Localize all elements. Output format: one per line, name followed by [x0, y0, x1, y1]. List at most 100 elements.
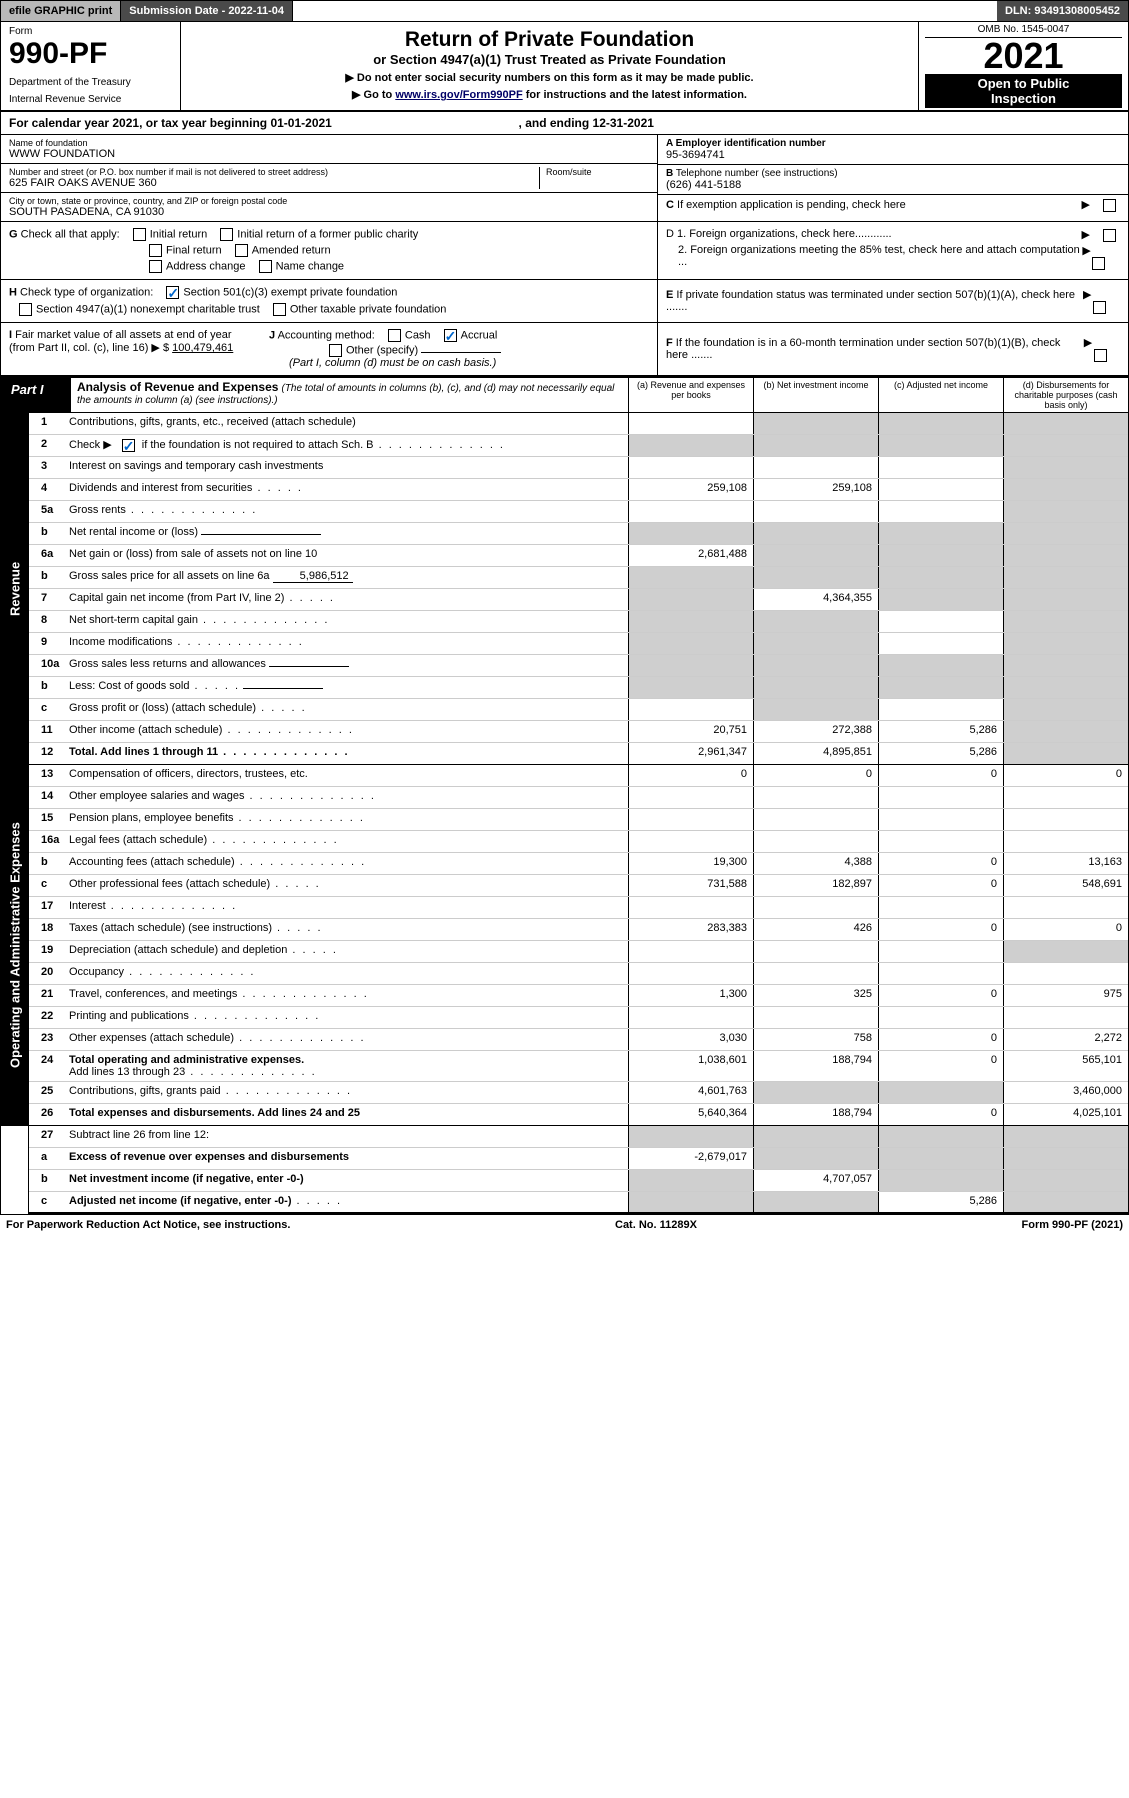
form-label: Form: [9, 26, 172, 37]
city-row: City or town, state or province, country…: [1, 193, 657, 221]
submission-date: Submission Date - 2022-11-04: [121, 1, 293, 21]
open-pub-1: Open to Public: [929, 76, 1118, 91]
g-address-cb[interactable]: [149, 260, 162, 273]
c-text: C If exemption application is pending, c…: [666, 199, 906, 211]
irs-link[interactable]: www.irs.gov/Form990PF: [395, 89, 522, 101]
d1-text: D 1. Foreign organizations, check here..…: [666, 228, 892, 242]
expenses-sidelabel: Operating and Administrative Expenses: [1, 765, 29, 1126]
ein: 95-3694741: [666, 149, 1120, 161]
g-amended-cb[interactable]: [235, 244, 248, 257]
form-note2: ▶ Go to www.irs.gov/Form990PF for instru…: [201, 88, 898, 101]
j-cash-cb[interactable]: [388, 329, 401, 342]
line-24: 24Total operating and administrative exp…: [29, 1051, 1128, 1082]
line-10a: 10aGross sales less returns and allowanc…: [29, 655, 1128, 677]
form-header: Form 990-PF Department of the Treasury I…: [1, 22, 1128, 112]
note2-post: for instructions and the latest informat…: [523, 89, 747, 101]
c-checkbox[interactable]: [1103, 199, 1116, 212]
j-note: (Part I, column (d) must be on cash basi…: [289, 357, 649, 369]
line-20: 20Occupancy: [29, 963, 1128, 985]
header-mid: Return of Private Foundation or Section …: [181, 22, 918, 110]
footer: For Paperwork Reduction Act Notice, see …: [0, 1215, 1129, 1235]
j-other: Other (specify): [346, 345, 418, 357]
form-title: Return of Private Foundation: [201, 28, 898, 52]
line-10b: bLess: Cost of goods sold: [29, 677, 1128, 699]
street-row: Number and street (or P.O. box number if…: [1, 164, 657, 193]
line-26: 26Total expenses and disbursements. Add …: [29, 1104, 1128, 1126]
bottom-section: 27Subtract line 26 from line 12: aExcess…: [1, 1126, 1128, 1214]
ein-row: A Employer identification number 95-3694…: [658, 135, 1128, 165]
i-j-f-row: I Fair market value of all assets at end…: [1, 323, 1128, 377]
line-5a: 5aGross rents: [29, 501, 1128, 523]
footer-mid: Cat. No. 11289X: [615, 1219, 697, 1231]
f-col: F If the foundation is in a 60-month ter…: [658, 323, 1128, 375]
part-label: Part I: [1, 378, 71, 412]
d1-cb[interactable]: [1103, 229, 1116, 242]
g-initial-cb[interactable]: [133, 228, 146, 241]
g-row3: Address change Name change: [139, 260, 649, 273]
d2-row: 2. Foreign organizations meeting the 85%…: [666, 244, 1120, 270]
calyear-end: 12-31-2021: [593, 116, 654, 130]
line-27a: aExcess of revenue over expenses and dis…: [29, 1148, 1128, 1170]
g-row2: Final return Amended return: [139, 244, 649, 257]
line-16a: 16aLegal fees (attach schedule): [29, 831, 1128, 853]
expenses-section: Operating and Administrative Expenses 13…: [1, 765, 1128, 1126]
h-other-cb[interactable]: [273, 303, 286, 316]
line-16b: bAccounting fees (attach schedule)19,300…: [29, 853, 1128, 875]
topbar-spacer: [293, 1, 997, 21]
j-other-cb[interactable]: [329, 344, 342, 357]
j-accrual-cb[interactable]: [444, 329, 457, 342]
e-cb[interactable]: [1093, 301, 1106, 314]
line-11: 11Other income (attach schedule)20,75127…: [29, 721, 1128, 743]
c-row: C If exemption application is pending, c…: [658, 195, 1128, 215]
line-8: 8Net short-term capital gain: [29, 611, 1128, 633]
calyear-begin: 01-01-2021: [270, 116, 331, 130]
line-27c: cAdjusted net income (if negative, enter…: [29, 1192, 1128, 1214]
i-block: I Fair market value of all assets at end…: [9, 329, 259, 369]
line-4: 4Dividends and interest from securities2…: [29, 479, 1128, 501]
id-left: Name of foundation WWW FOUNDATION Number…: [1, 135, 658, 221]
line-19: 19Depreciation (attach schedule) and dep…: [29, 941, 1128, 963]
open-pub-2: Inspection: [929, 91, 1118, 106]
note2-pre: ▶ Go to: [352, 89, 395, 101]
form-container: efile GRAPHIC print Submission Date - 20…: [0, 0, 1129, 1215]
d2-cb[interactable]: [1092, 257, 1105, 270]
foundation-name: WWW FOUNDATION: [9, 148, 649, 160]
g-h-col: G Check all that apply: Initial return I…: [1, 222, 658, 279]
h-4947-cb[interactable]: [19, 303, 32, 316]
topbar: efile GRAPHIC print Submission Date - 20…: [1, 1, 1128, 22]
g-final-cb[interactable]: [149, 244, 162, 257]
street: 625 FAIR OAKS AVENUE 360: [9, 177, 539, 189]
line-5b: bNet rental income or (loss): [29, 523, 1128, 545]
line-1: 1Contributions, gifts, grants, etc., rec…: [29, 413, 1128, 435]
h-row2: Section 4947(a)(1) nonexempt charitable …: [9, 303, 649, 316]
g-initial-former-cb[interactable]: [220, 228, 233, 241]
schb-cb[interactable]: [122, 439, 135, 452]
g-name-cb[interactable]: [259, 260, 272, 273]
d-col: D 1. Foreign organizations, check here..…: [658, 222, 1128, 279]
f-text: F If the foundation is in a 60-month ter…: [666, 337, 1084, 361]
line-6b: bGross sales price for all assets on lin…: [29, 567, 1128, 589]
line-16c: cOther professional fees (attach schedul…: [29, 875, 1128, 897]
g-h-d-e-row: G Check all that apply: Initial return I…: [1, 222, 1128, 280]
revenue-section: Revenue 1Contributions, gifts, grants, e…: [1, 413, 1128, 765]
g-row: G Check all that apply: Initial return I…: [9, 228, 649, 241]
line-23: 23Other expenses (attach schedule)3,0307…: [29, 1029, 1128, 1051]
line-15: 15Pension plans, employee benefits: [29, 809, 1128, 831]
i-j-col: I Fair market value of all assets at end…: [1, 323, 658, 375]
line-25: 25Contributions, gifts, grants paid4,601…: [29, 1082, 1128, 1104]
line-14: 14Other employee salaries and wages: [29, 787, 1128, 809]
part-title-wrap: Analysis of Revenue and Expenses (The to…: [71, 378, 628, 412]
e-text: E If private foundation status was termi…: [666, 289, 1083, 313]
tax-year: 2021: [925, 38, 1122, 74]
ein-label: A Employer identification number: [666, 138, 1120, 149]
h-501c3-cb[interactable]: [166, 286, 179, 299]
calyear-mid: , and ending: [519, 116, 593, 130]
phone-label: B Telephone number (see instructions): [666, 168, 1120, 179]
h-4947: Section 4947(a)(1) nonexempt charitable …: [36, 304, 260, 316]
header-left: Form 990-PF Department of the Treasury I…: [1, 22, 181, 110]
f-cb[interactable]: [1094, 349, 1107, 362]
e-col: E If private foundation status was termi…: [658, 280, 1128, 322]
h-col: H Check type of organization: Section 50…: [1, 280, 658, 322]
efile-label: efile GRAPHIC print: [1, 1, 121, 21]
line-10c: cGross profit or (loss) (attach schedule…: [29, 699, 1128, 721]
